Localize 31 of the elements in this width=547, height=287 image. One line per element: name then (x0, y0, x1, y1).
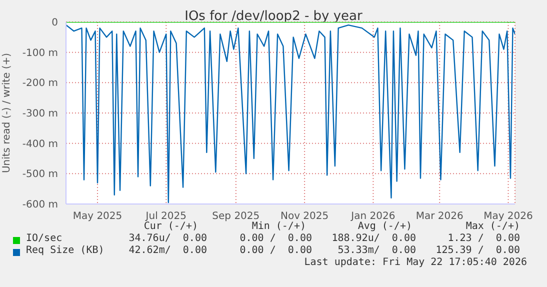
x-tick-label: Jul 2025 (144, 211, 187, 222)
y-tick-label: 0 (52, 18, 58, 29)
y-axis-title: Units read (-) / write (+) (2, 52, 13, 174)
text: 34.76u/ 0.00 (128, 233, 207, 244)
x-tick-label: Mar 2026 (416, 211, 464, 222)
x-tick-label: May 2026 (484, 211, 533, 222)
text: Min (-/+) (252, 221, 306, 232)
y-tick-label: -500 m (22, 169, 58, 180)
text: Avg (-/+) (358, 221, 412, 232)
text: 188.92u/ 0.00 (332, 233, 416, 244)
x-tick-label: Nov 2025 (280, 211, 329, 222)
y-tick-label: -300 m (22, 108, 58, 120)
text: 42.62m/ 0.00 (128, 245, 207, 256)
text: 125.39 / 0.00 (436, 245, 520, 256)
y-tick-label: -400 m (22, 138, 58, 150)
text: Last update: Fri May 22 17:05:40 2026 (304, 257, 527, 268)
chart-title: IOs for /dev/loop2 - by year (184, 9, 362, 24)
legend-label: IO/sec (26, 233, 62, 244)
x-tick-label: May 2025 (72, 211, 122, 222)
text: 1.23 / 0.00 (448, 233, 520, 244)
y-tick-label: -100 m (22, 48, 58, 59)
x-tick-label: Sep 2025 (212, 211, 260, 222)
x-tick-label: Jan 2026 (350, 211, 396, 222)
text: 0.00 / 0.00 (240, 245, 312, 256)
y-tick-label: -600 m (22, 200, 58, 211)
text: Cur (-/+) (144, 221, 198, 232)
text: Max (-/+) (466, 221, 520, 232)
legend-label: Req Size (KB) (26, 245, 104, 256)
text: 0.00 / 0.00 (240, 233, 312, 244)
text: 53.33m/ 0.00 (338, 245, 416, 256)
y-tick-label: -200 m (22, 78, 58, 90)
